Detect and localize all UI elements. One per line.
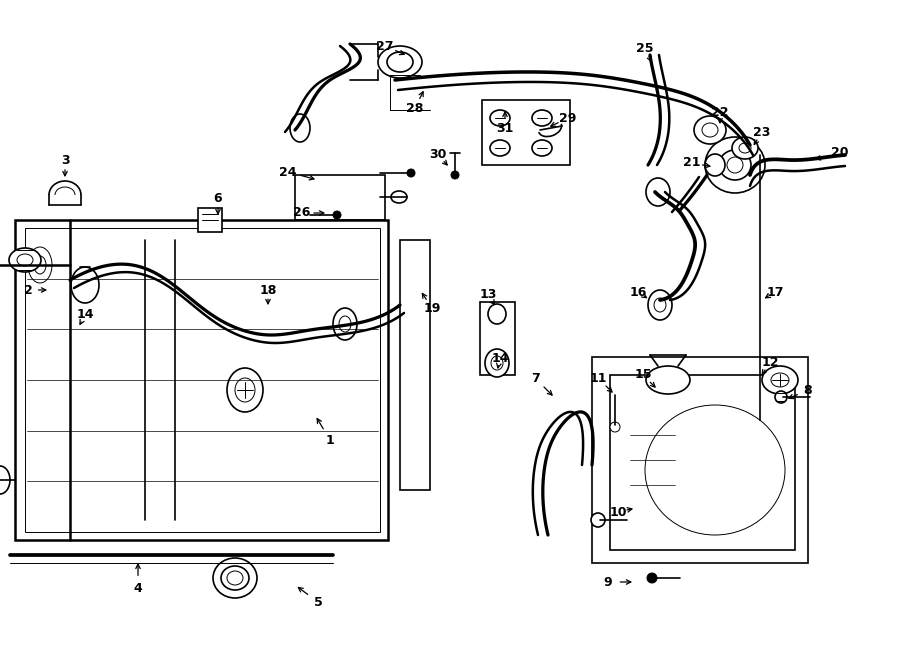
Bar xyxy=(25,228,380,532)
Text: 23: 23 xyxy=(753,126,770,139)
Text: 28: 28 xyxy=(406,102,424,114)
Ellipse shape xyxy=(591,513,605,527)
Bar xyxy=(15,220,388,540)
Ellipse shape xyxy=(290,114,310,142)
Bar xyxy=(400,240,430,490)
Text: 26: 26 xyxy=(293,206,310,219)
Text: 10: 10 xyxy=(609,506,626,518)
Text: 17: 17 xyxy=(766,286,784,299)
Text: 19: 19 xyxy=(423,301,441,315)
Ellipse shape xyxy=(762,366,798,394)
Text: 15: 15 xyxy=(634,368,652,381)
Text: 12: 12 xyxy=(761,356,778,368)
Text: 1: 1 xyxy=(326,434,335,446)
Text: 2: 2 xyxy=(23,284,32,297)
Ellipse shape xyxy=(705,137,765,193)
Bar xyxy=(610,375,795,550)
Ellipse shape xyxy=(0,466,10,494)
Text: 4: 4 xyxy=(133,582,142,594)
Text: 27: 27 xyxy=(376,40,394,52)
Ellipse shape xyxy=(28,247,52,283)
Text: 8: 8 xyxy=(804,383,813,397)
Text: 14: 14 xyxy=(491,352,508,364)
Bar xyxy=(295,175,385,220)
Ellipse shape xyxy=(648,290,672,320)
Ellipse shape xyxy=(646,366,690,394)
Text: 14: 14 xyxy=(76,309,94,321)
Text: 9: 9 xyxy=(604,576,612,588)
Text: 22: 22 xyxy=(711,106,729,120)
Text: 13: 13 xyxy=(480,288,497,301)
Ellipse shape xyxy=(485,349,509,377)
Ellipse shape xyxy=(333,211,341,219)
Ellipse shape xyxy=(610,422,620,432)
Ellipse shape xyxy=(221,566,249,590)
Ellipse shape xyxy=(647,573,657,583)
Text: 20: 20 xyxy=(832,147,849,159)
Text: 31: 31 xyxy=(496,122,514,134)
Ellipse shape xyxy=(9,248,41,272)
Bar xyxy=(198,208,222,232)
Ellipse shape xyxy=(333,308,357,340)
Text: 21: 21 xyxy=(683,157,701,169)
Text: 25: 25 xyxy=(636,42,653,54)
Text: 18: 18 xyxy=(259,284,276,297)
Bar xyxy=(482,100,570,165)
Ellipse shape xyxy=(705,154,725,176)
Ellipse shape xyxy=(732,137,758,159)
Ellipse shape xyxy=(451,171,459,179)
Text: 6: 6 xyxy=(213,192,222,204)
Ellipse shape xyxy=(391,191,407,203)
Bar xyxy=(592,357,808,563)
Ellipse shape xyxy=(378,46,422,78)
Text: 29: 29 xyxy=(559,112,577,124)
Bar xyxy=(480,302,515,375)
Text: 5: 5 xyxy=(313,596,322,609)
Text: 7: 7 xyxy=(531,371,539,385)
Ellipse shape xyxy=(694,116,726,144)
Text: 3: 3 xyxy=(60,153,69,167)
Ellipse shape xyxy=(213,558,257,598)
Ellipse shape xyxy=(227,368,263,412)
Text: 11: 11 xyxy=(590,371,607,385)
Ellipse shape xyxy=(407,169,415,177)
Text: 30: 30 xyxy=(429,149,446,161)
Text: 16: 16 xyxy=(629,286,647,299)
Ellipse shape xyxy=(775,391,787,403)
Text: 24: 24 xyxy=(279,165,297,178)
